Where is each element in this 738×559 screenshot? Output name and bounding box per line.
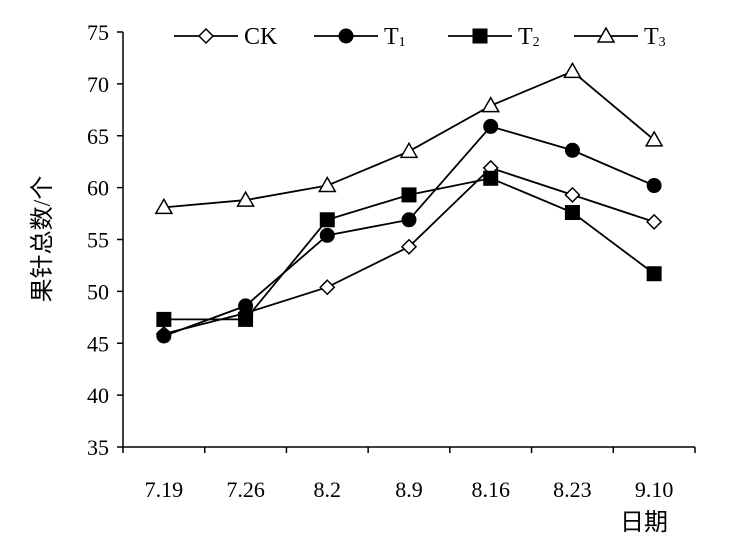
series-t1 (156, 118, 662, 344)
y-tick-label: 40 (87, 383, 109, 408)
x-tick-label: 8.9 (395, 477, 423, 502)
legend-label-subscript: 1 (399, 35, 406, 50)
data-point (483, 118, 499, 134)
data-point (564, 142, 580, 158)
data-point (156, 328, 172, 344)
x-axis-title: 日期 (620, 510, 668, 536)
data-point (481, 96, 501, 113)
legend-label: T2 (518, 24, 540, 50)
series-line (163, 70, 655, 209)
legend-marker (596, 26, 616, 43)
data-point (563, 61, 582, 79)
data-point (644, 130, 664, 147)
x-tick-label: 7.19 (145, 477, 184, 502)
data-point (238, 298, 254, 314)
data-point (483, 170, 499, 186)
data-point (400, 238, 418, 255)
legend-marker (197, 27, 215, 45)
data-point (156, 311, 172, 327)
y-tick-label: 75 (87, 20, 109, 45)
y-tick-label: 45 (87, 331, 109, 356)
x-tick-label: 8.23 (553, 477, 592, 502)
data-point (646, 266, 662, 282)
data-point (319, 227, 335, 243)
legend-item-ck: CK (174, 24, 278, 50)
legend-label: T1 (384, 24, 406, 50)
data-point (646, 178, 662, 194)
legend-label: CK (244, 24, 278, 50)
data-point (564, 205, 580, 221)
legend-label-subscript: 2 (533, 35, 540, 50)
series-layer (154, 61, 664, 344)
axes: 35 40 45 50 55 60 65 70 75 7.19 7.26 8.2 8.9 8.16 8.23… (87, 20, 696, 502)
legend-item-t3: T3 (574, 24, 666, 50)
legend-marker (472, 28, 488, 44)
y-tick-label: 70 (87, 72, 109, 97)
x-tick-label: 9.10 (635, 477, 674, 502)
data-point (646, 213, 663, 230)
y-tick-label: 35 (87, 435, 109, 460)
x-tick-label: 8.2 (314, 477, 342, 502)
data-point (317, 176, 337, 193)
x-tick-label: 8.16 (471, 477, 510, 502)
data-point (236, 190, 255, 207)
y-axis-title: 果针总数/个 (29, 176, 56, 303)
y-tick-label: 60 (87, 176, 109, 201)
legend-item-t2: T2 (448, 24, 540, 50)
x-tick-label: 7.26 (226, 477, 265, 502)
data-point (154, 197, 174, 215)
y-tick-label: 50 (87, 279, 109, 304)
data-point (319, 212, 335, 228)
data-point (401, 212, 417, 228)
legend-label-subscript: 3 (659, 35, 666, 50)
data-point (238, 311, 254, 327)
y-tick-label: 65 (87, 124, 109, 149)
series-t3 (154, 61, 664, 215)
y-tick-label: 55 (87, 228, 109, 253)
legend-marker (338, 28, 354, 44)
legend: CK T1 T2 T3 (174, 24, 666, 50)
legend-item-t1: T1 (314, 24, 406, 50)
data-point (564, 186, 581, 203)
data-point (401, 187, 417, 203)
data-point (319, 279, 336, 296)
legend-label: T3 (644, 24, 666, 50)
series-t2 (156, 170, 662, 327)
data-point (399, 141, 419, 159)
